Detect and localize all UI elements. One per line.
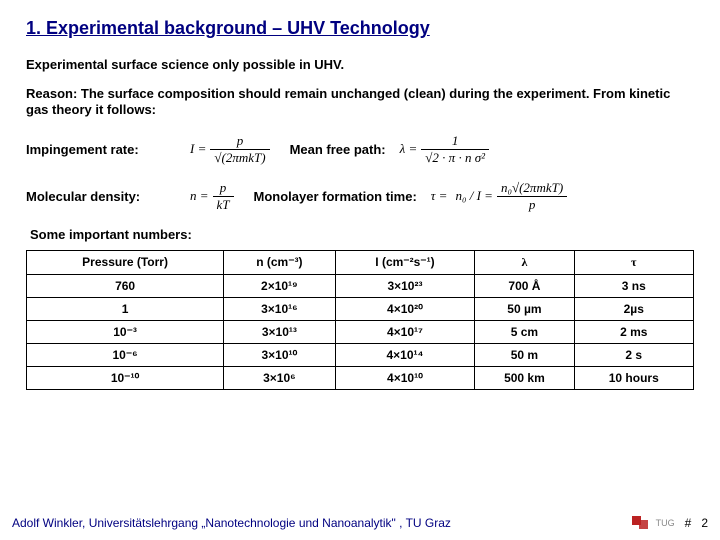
- eq-n-lhs: n =: [186, 188, 213, 204]
- eq-tau-frac: n₀√(2πmkT) p: [497, 180, 567, 213]
- footer: Adolf Winkler, Universitätslehrgang „Nan…: [12, 516, 708, 530]
- table-cell: 4×10²⁰: [335, 297, 475, 320]
- table-header-cell: Pressure (Torr): [27, 250, 224, 274]
- table-cell: 50 m: [475, 343, 574, 366]
- table-cell: 3×10⁶: [224, 366, 335, 389]
- eq-n-frac: p kT: [213, 180, 234, 213]
- tug-label: TUG: [656, 518, 675, 528]
- eq-I-den: √(2πmkT): [210, 150, 269, 166]
- formula-row-2: Molecular density: n = p kT Monolayer fo…: [26, 180, 694, 213]
- formula-row-1: Impingement rate: I = p √(2πmkT) Mean fr…: [26, 133, 694, 166]
- tug-block: TUG: [632, 516, 675, 530]
- subheading: Some important numbers:: [30, 227, 694, 242]
- table-cell: 2×10¹⁹: [224, 274, 335, 297]
- table-cell: 3×10¹⁶: [224, 297, 335, 320]
- table-cell: 4×10¹⁴: [335, 343, 475, 366]
- eq-lambda-frac: 1 √2 · π · n σ²: [421, 133, 489, 166]
- table-row: 10⁻⁶3×10¹⁰4×10¹⁴50 m2 s: [27, 343, 694, 366]
- table-cell: 4×10¹⁰: [335, 366, 475, 389]
- data-table: Pressure (Torr)n (cm⁻³)I (cm⁻²s⁻¹)λτ 760…: [26, 250, 694, 390]
- table-header-cell: n (cm⁻³): [224, 250, 335, 274]
- eq-tau-lhs: τ =: [427, 188, 452, 204]
- page-number: 2: [701, 516, 708, 530]
- label-impingement: Impingement rate:: [26, 142, 186, 157]
- table-cell: 3×10¹⁰: [224, 343, 335, 366]
- table-row: 7602×10¹⁹3×10²³700 Å3 ns: [27, 274, 694, 297]
- table-cell: 2 s: [574, 343, 693, 366]
- eq-I-frac: p √(2πmkT): [210, 133, 269, 166]
- table-header-cell: λ: [475, 250, 574, 274]
- label-moldensity: Molecular density:: [26, 189, 186, 204]
- eq-tau-num: n₀√(2πmkT): [497, 180, 567, 197]
- table-cell: 700 Å: [475, 274, 574, 297]
- table-row: 13×10¹⁶4×10²⁰50 µm2µs: [27, 297, 694, 320]
- table-cell: 3×10¹³: [224, 320, 335, 343]
- intro-text: Experimental surface science only possib…: [26, 57, 694, 72]
- table-cell: 3 ns: [574, 274, 693, 297]
- eq-lambda-lhs: λ =: [396, 141, 422, 157]
- eq-I-lhs: I =: [186, 141, 210, 157]
- table-header-cell: τ: [574, 250, 693, 274]
- eq-n-num: p: [213, 180, 234, 197]
- table-header-row: Pressure (Torr)n (cm⁻³)I (cm⁻²s⁻¹)λτ: [27, 250, 694, 274]
- table-cell: 760: [27, 274, 224, 297]
- label-meanfree: Mean free path:: [270, 142, 396, 157]
- table-row: 10⁻¹⁰3×10⁶4×10¹⁰500 km10 hours: [27, 366, 694, 389]
- table-cell: 10⁻³: [27, 320, 224, 343]
- table-cell: 2µs: [574, 297, 693, 320]
- table-cell: 3×10²³: [335, 274, 475, 297]
- eq-I-num: p: [210, 133, 269, 150]
- table-cell: 5 cm: [475, 320, 574, 343]
- footer-text: Adolf Winkler, Universitätslehrgang „Nan…: [12, 516, 451, 530]
- eq-n-den: kT: [213, 197, 234, 213]
- table-row: 10⁻³3×10¹³4×10¹⁷5 cm2 ms: [27, 320, 694, 343]
- page-hash: #: [685, 516, 692, 530]
- eq-tau-mid: n₀ / I =: [451, 188, 496, 204]
- table-cell: 2 ms: [574, 320, 693, 343]
- eq-tau-den: p: [497, 197, 567, 213]
- table-cell: 500 km: [475, 366, 574, 389]
- eq-lambda-num: 1: [421, 133, 489, 150]
- table-cell: 4×10¹⁷: [335, 320, 475, 343]
- table-header-cell: I (cm⁻²s⁻¹): [335, 250, 475, 274]
- tug-logo-icon: [632, 516, 650, 530]
- footer-right: TUG # 2: [632, 516, 708, 530]
- table-cell: 50 µm: [475, 297, 574, 320]
- label-monolayer: Monolayer formation time:: [234, 189, 427, 204]
- table-cell: 1: [27, 297, 224, 320]
- reason-text: Reason: The surface composition should r…: [26, 86, 694, 119]
- eq-lambda-den: √2 · π · n σ²: [421, 150, 489, 166]
- table-cell: 10 hours: [574, 366, 693, 389]
- slide-title: 1. Experimental background – UHV Technol…: [26, 18, 694, 39]
- table-cell: 10⁻⁶: [27, 343, 224, 366]
- table-cell: 10⁻¹⁰: [27, 366, 224, 389]
